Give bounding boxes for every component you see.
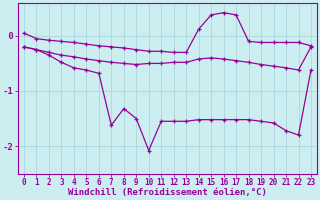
X-axis label: Windchill (Refroidissement éolien,°C): Windchill (Refroidissement éolien,°C) [68,188,267,197]
